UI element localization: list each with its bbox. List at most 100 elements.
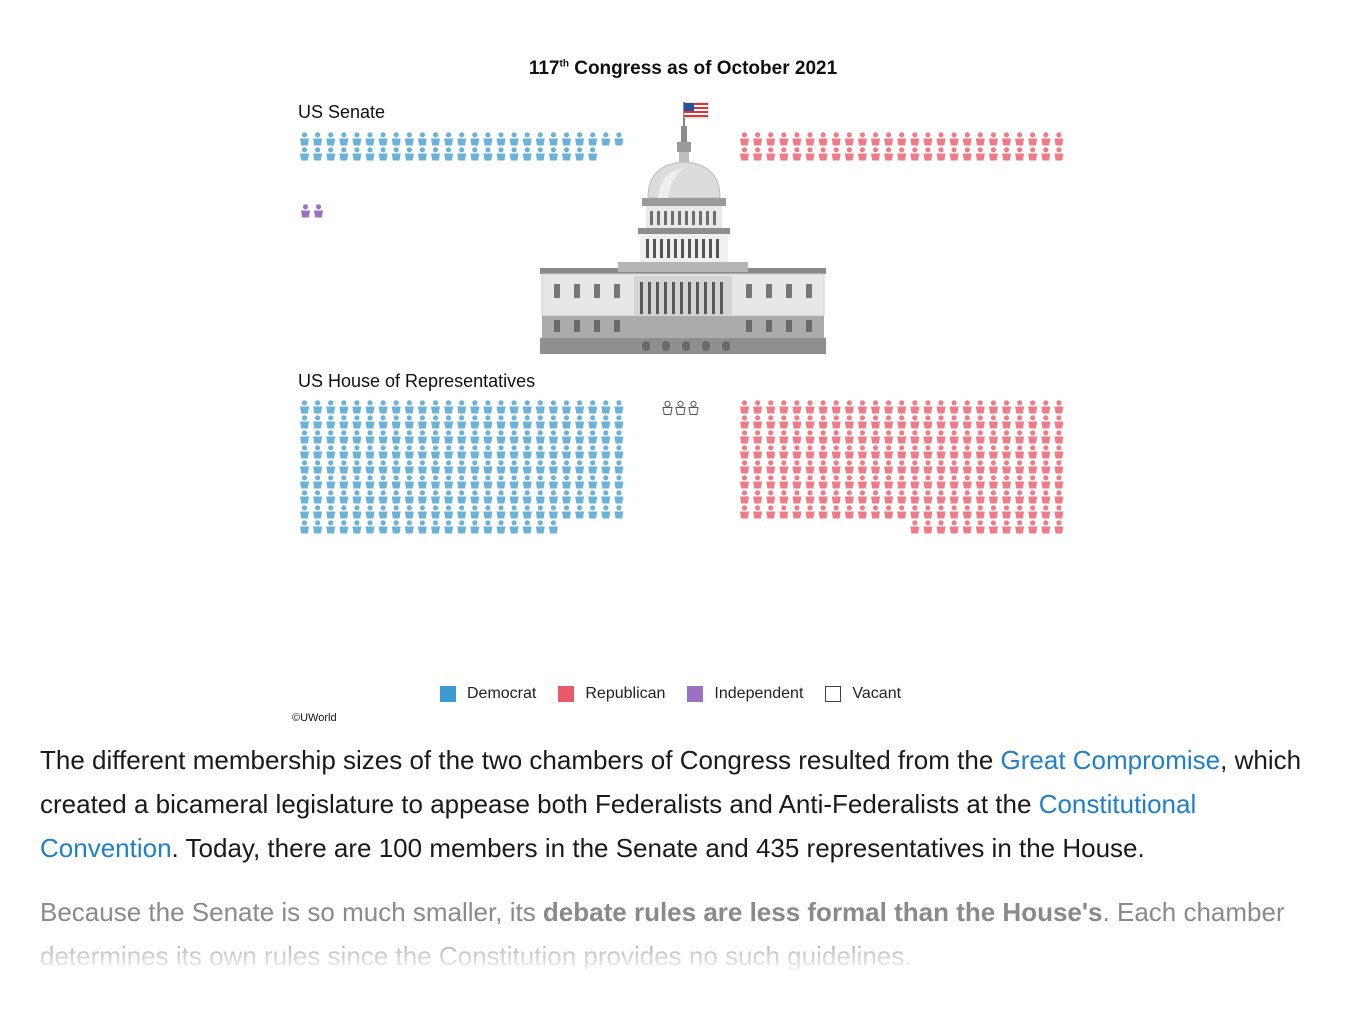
seat-republican xyxy=(975,520,985,534)
seat-republican xyxy=(962,445,972,459)
seat-democrat xyxy=(404,430,414,444)
seat-democrat xyxy=(548,445,558,459)
seat-democrat xyxy=(562,445,571,459)
seat-democrat xyxy=(575,400,585,414)
seat-democrat xyxy=(339,460,349,474)
seat-republican xyxy=(740,505,749,519)
seat-democrat xyxy=(470,505,480,519)
seat-republican xyxy=(923,490,933,504)
seat-democrat xyxy=(391,132,401,146)
seat-democrat xyxy=(313,475,323,489)
seat-democrat xyxy=(496,400,506,414)
seat-republican xyxy=(1002,132,1011,146)
seat-democrat xyxy=(548,520,558,534)
seat-democrat xyxy=(417,132,427,146)
seat-republican xyxy=(923,460,933,474)
seat-democrat xyxy=(575,415,585,429)
seat-republican xyxy=(1028,132,1038,146)
constitutional-convention-link[interactable]: Constitutional Convention xyxy=(40,789,1197,863)
seat-republican xyxy=(779,475,789,489)
seat-democrat xyxy=(417,430,427,444)
seat-democrat xyxy=(339,430,349,444)
seat-democrat xyxy=(326,520,336,534)
seat-republican xyxy=(779,430,789,444)
seat-democrat xyxy=(326,132,336,146)
seat-democrat xyxy=(496,520,506,534)
seat-republican xyxy=(1028,400,1038,414)
seat-democrat xyxy=(522,147,532,161)
seat-republican xyxy=(857,460,867,474)
seat-republican xyxy=(988,400,998,414)
great-compromise-link[interactable]: Great Compromise xyxy=(1000,745,1221,775)
p1-text-a: The different membership sizes of the tw… xyxy=(40,745,1001,775)
seat-democrat xyxy=(614,415,624,429)
seat-republican xyxy=(975,430,985,444)
seat-republican xyxy=(753,445,763,459)
seat-republican xyxy=(753,132,763,146)
seat-democrat xyxy=(614,430,624,444)
seat-republican xyxy=(910,520,920,534)
seat-republican xyxy=(1015,505,1025,519)
seat-republican xyxy=(949,475,959,489)
seat-democrat xyxy=(313,505,323,519)
seat-republican xyxy=(805,445,815,459)
seat-republican xyxy=(975,400,985,414)
seat-democrat xyxy=(496,505,506,519)
seat-democrat xyxy=(378,430,388,444)
seat-democrat xyxy=(339,490,349,504)
seat-republican xyxy=(844,147,854,161)
seat-democrat xyxy=(601,460,611,474)
seat-republican xyxy=(740,475,749,489)
seat-democrat xyxy=(562,147,571,161)
seat-republican xyxy=(779,415,789,429)
seat-democrat xyxy=(365,505,375,519)
seat-democrat xyxy=(588,445,598,459)
seat-democrat xyxy=(365,132,375,146)
seat-democrat xyxy=(548,490,558,504)
seat-democrat xyxy=(522,475,532,489)
seat-republican xyxy=(975,132,985,146)
seat-democrat xyxy=(614,445,624,459)
seat-democrat xyxy=(444,147,454,161)
seat-democrat xyxy=(601,132,611,146)
seat-democrat xyxy=(313,132,323,146)
seat-democrat xyxy=(326,147,336,161)
seat-republican xyxy=(936,505,946,519)
seat-democrat xyxy=(444,415,454,429)
seat-republican xyxy=(923,132,933,146)
seat-democrat xyxy=(417,475,427,489)
figure-credit: ©UWorld xyxy=(292,712,337,724)
house-label: US House of Representatives xyxy=(298,371,536,391)
seat-republican xyxy=(936,520,946,534)
seat-democrat xyxy=(339,400,349,414)
seat-republican xyxy=(792,400,802,414)
seat-democrat xyxy=(548,400,558,414)
seat-democrat xyxy=(535,460,545,474)
seat-republican xyxy=(857,505,867,519)
seat-democrat xyxy=(522,430,532,444)
seat-democrat xyxy=(326,490,336,504)
seat-democrat xyxy=(378,132,388,146)
seat-republican xyxy=(988,490,998,504)
seat-democrat xyxy=(313,415,323,429)
seat-democrat xyxy=(522,505,532,519)
seat-democrat xyxy=(352,505,362,519)
seat-republican xyxy=(779,460,789,474)
seat-republican xyxy=(844,445,854,459)
seat-republican xyxy=(818,400,828,414)
seat-republican xyxy=(1028,505,1038,519)
legend-swatch-vacant xyxy=(825,686,842,702)
seat-democrat xyxy=(470,400,480,414)
seat-democrat xyxy=(300,460,309,474)
seat-republican xyxy=(1028,460,1038,474)
legend-item-republican: Republican xyxy=(558,685,665,703)
seat-republican xyxy=(779,400,789,414)
seat-republican xyxy=(805,415,815,429)
seat-democrat xyxy=(404,415,414,429)
seat-democrat xyxy=(548,415,558,429)
seat-republican xyxy=(897,505,907,519)
seat-democrat xyxy=(457,460,467,474)
seat-democrat xyxy=(417,520,427,534)
seat-republican xyxy=(1002,415,1011,429)
seat-democrat xyxy=(391,520,401,534)
